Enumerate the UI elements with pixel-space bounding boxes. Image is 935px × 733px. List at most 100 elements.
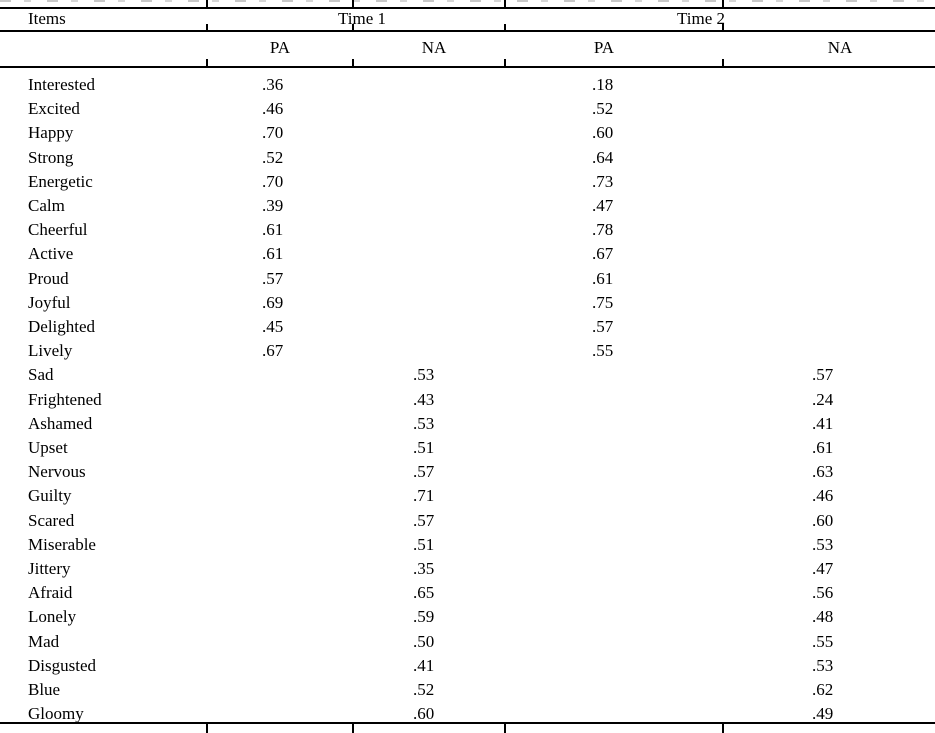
column-header-items: Items xyxy=(28,9,66,28)
loading-value: .61 xyxy=(592,268,614,288)
loading-value: .63 xyxy=(812,462,834,482)
table-row: Calm .39 .47 xyxy=(0,196,935,220)
table-row: Happy .70 .60 xyxy=(0,123,935,147)
loading-value: .62 xyxy=(812,680,834,699)
column-boundary-tick xyxy=(352,0,354,9)
table-row: Cheerful .61 .78 xyxy=(0,220,935,244)
table-rule-bottom xyxy=(0,722,935,724)
loading-value: .43 xyxy=(413,389,435,409)
item-label: Mad xyxy=(28,631,60,651)
item-label: Ashamed xyxy=(28,413,93,433)
loading-value: .41 xyxy=(413,655,435,675)
item-label: Interested xyxy=(28,75,96,94)
loading-value: .60 xyxy=(592,123,614,143)
item-label: Cheerful xyxy=(28,220,88,240)
loading-value: .45 xyxy=(262,317,284,336)
table-row: Jittery .35 .47 xyxy=(0,559,935,583)
loading-value: .24 xyxy=(812,389,834,409)
table-row: Sad .53 .57 xyxy=(0,365,935,389)
loading-value: .55 xyxy=(592,341,614,361)
table-row: Scared .57 .60 xyxy=(0,511,935,535)
table-row: Delighted .45 .57 xyxy=(0,317,935,341)
loading-value: .39 xyxy=(262,196,284,215)
loading-value: .59 xyxy=(413,607,435,627)
loading-value: .53 xyxy=(812,655,834,675)
loading-value: .57 xyxy=(812,365,834,385)
item-label: Sad xyxy=(28,365,54,385)
item-label: Calm xyxy=(28,196,65,215)
table-row: Guilty .71 .46 xyxy=(0,486,935,510)
loading-value: .57 xyxy=(262,268,284,288)
table-rule-header xyxy=(0,30,935,32)
loading-value: .78 xyxy=(592,220,614,240)
item-label: Gloomy xyxy=(28,704,84,724)
column-header-time1: Time 1 xyxy=(337,9,387,28)
item-label: Disgusted xyxy=(28,655,96,675)
loading-value: .60 xyxy=(413,704,435,724)
loading-value: .56 xyxy=(812,583,834,603)
table-rule-top xyxy=(0,7,935,9)
item-label: Happy xyxy=(28,123,74,143)
loading-value: .75 xyxy=(592,292,614,312)
item-label: Scared xyxy=(28,510,75,530)
loading-value: .64 xyxy=(592,147,614,167)
table-row: Interested .36 .18 xyxy=(0,75,935,99)
loading-value: .46 xyxy=(812,486,834,506)
loading-value: .57 xyxy=(592,317,614,336)
loading-value: .61 xyxy=(812,438,834,457)
item-label: Energetic xyxy=(28,171,93,191)
item-label: Strong xyxy=(28,147,74,167)
item-label: Nervous xyxy=(28,462,86,482)
item-label: Guilty xyxy=(28,486,72,506)
loading-value: .55 xyxy=(812,631,834,651)
loading-value: .51 xyxy=(413,534,435,554)
loading-value: .49 xyxy=(812,704,834,724)
loading-value: .46 xyxy=(262,99,284,119)
loading-value: .35 xyxy=(413,559,435,578)
column-boundary-tick xyxy=(206,59,208,68)
loading-value: .67 xyxy=(592,244,614,264)
table-row: Gloomy .60 .49 xyxy=(0,704,935,728)
table-row: Lonely .59 .48 xyxy=(0,607,935,631)
loading-value: .61 xyxy=(262,220,284,240)
column-header-time2-na: NA xyxy=(827,38,853,57)
item-label: Active xyxy=(28,244,74,264)
table-row: Upset .51 .61 xyxy=(0,438,935,462)
item-label: Afraid xyxy=(28,583,73,603)
loading-value: .36 xyxy=(262,75,284,94)
cropped-caption-remnant xyxy=(0,0,935,2)
column-header-time2-pa: PA xyxy=(593,38,615,57)
loading-value: .61 xyxy=(262,244,284,264)
table-row: Lively .67 .55 xyxy=(0,341,935,365)
column-header-time2: Time 2 xyxy=(676,9,726,28)
loading-value: .18 xyxy=(592,75,614,94)
table-row: Strong .52 .64 xyxy=(0,148,935,172)
loading-value: .51 xyxy=(413,438,435,457)
table-row: Excited .46 .52 xyxy=(0,99,935,123)
loading-value: .47 xyxy=(592,196,614,215)
item-label: Joyful xyxy=(28,292,71,312)
column-boundary-tick xyxy=(352,722,354,733)
loading-value: .60 xyxy=(812,510,834,530)
loading-value: .57 xyxy=(413,462,435,482)
loading-value: .41 xyxy=(812,413,834,433)
column-boundary-tick xyxy=(722,0,724,9)
column-boundary-tick xyxy=(722,59,724,68)
item-label: Delighted xyxy=(28,317,96,336)
loading-value: .73 xyxy=(592,171,614,191)
item-label: Upset xyxy=(28,438,68,457)
table-row: Ashamed .53 .41 xyxy=(0,414,935,438)
column-boundary-tick xyxy=(504,0,506,9)
loading-value: .57 xyxy=(413,510,435,530)
item-label: Blue xyxy=(28,680,61,699)
column-boundary-tick xyxy=(722,722,724,733)
loading-value: .52 xyxy=(592,99,614,119)
column-boundary-tick xyxy=(206,0,208,9)
column-boundary-tick xyxy=(352,24,354,32)
column-header-time1-na: NA xyxy=(421,38,447,57)
table-row: Active .61 .67 xyxy=(0,244,935,268)
loading-value: .50 xyxy=(413,631,435,651)
loading-value: .47 xyxy=(812,559,834,578)
